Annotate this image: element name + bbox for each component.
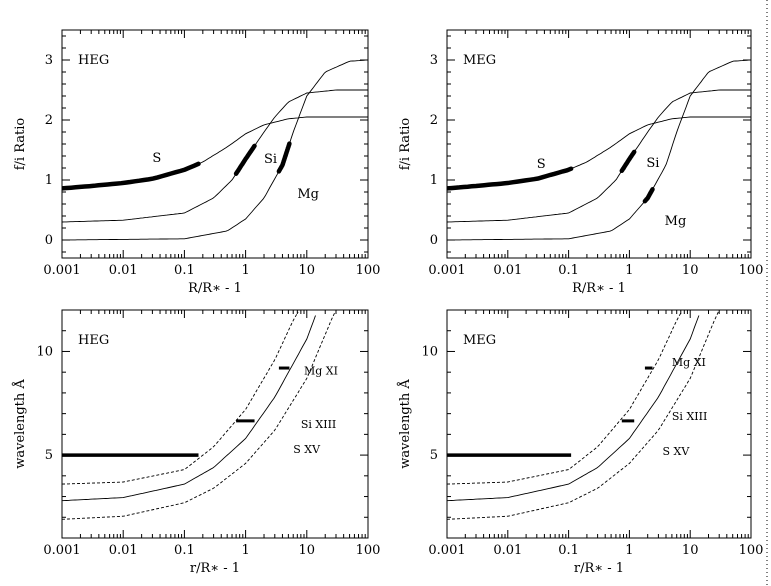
x-tick-label: 10: [682, 263, 699, 278]
curve-mg: [62, 59, 368, 241]
observed-segment-si: [619, 149, 637, 174]
plot-frame: [446, 309, 752, 539]
series-label-s: S: [537, 157, 546, 172]
x-tick-label: 100: [356, 543, 381, 558]
series-label-si-xiii: Si XIII: [301, 418, 336, 431]
observed-segment-s: [62, 161, 201, 191]
series-label-s-xv: S XV: [662, 445, 690, 458]
plot-curves: [447, 311, 719, 520]
plot-frame: [61, 309, 369, 539]
x-tick-label: 0.01: [109, 543, 138, 558]
plot-curves: [62, 311, 336, 520]
panel-label: MEG: [463, 53, 496, 68]
curve-si: [62, 89, 368, 223]
series-label-mg-xi: Mg XI: [304, 364, 338, 377]
observed-segment-mg: [642, 187, 655, 204]
x-tick-label: 10: [299, 543, 316, 558]
x-tick-label: 1: [625, 263, 633, 278]
x-tick-label: 100: [356, 263, 381, 278]
x-tick-label: 100: [739, 543, 764, 558]
x-tick-label: 10: [299, 263, 316, 278]
x-axis-title: r/R∗ - 1: [574, 561, 624, 576]
x-tick-label: 0.01: [493, 263, 522, 278]
x-tick-label: 0.001: [43, 263, 80, 278]
y-tick-label: 10: [36, 344, 53, 359]
x-tick-label: 0.001: [43, 543, 80, 558]
y-tick-label: 3: [45, 53, 53, 68]
x-tick-label: 10: [682, 543, 699, 558]
plot-curves: [447, 59, 751, 241]
series-label-si-xiii: Si XIII: [672, 410, 707, 423]
curve-s-xv: [447, 311, 719, 520]
observed-segment-s: [447, 166, 574, 191]
x-axis-title: R/R∗ - 1: [572, 281, 626, 296]
series-label-si: Si: [646, 156, 659, 171]
y-tick-label: 2: [45, 113, 53, 128]
x-tick-label: 0.1: [174, 543, 195, 558]
panel-meg-ratio: 0.001 0.01 0.1 1 10 100 0 1 2 3 R/R∗ - 1 f/i Ratio M…: [398, 29, 764, 296]
observed-segment-mg: [276, 141, 292, 174]
series-label-s-xv: S XV: [293, 443, 321, 456]
y-tick-label: 1: [45, 173, 53, 188]
panel-heg-wavelength: 0.001 0.01 0.1 1 10 100 5 10 r/R∗ - 1 wavelength …: [12, 309, 381, 576]
y-axis-title: wavelength Å: [12, 379, 28, 469]
curve-mg-xi: [62, 311, 299, 485]
panel-label: HEG: [78, 333, 109, 348]
series-label-mg: Mg: [665, 214, 687, 229]
x-tick-label: 0.01: [493, 543, 522, 558]
y-axis-title: f/i Ratio: [398, 118, 413, 171]
y-axis-title: wavelength Å: [397, 379, 413, 469]
x-tick-label: 0.1: [558, 263, 579, 278]
x-axis-title: R/R∗ - 1: [188, 281, 242, 296]
y-tick-label: 5: [430, 448, 438, 463]
plot-curves: [62, 59, 368, 241]
series-label-s: S: [152, 151, 161, 166]
y-tick-label: 10: [421, 344, 438, 359]
panel-label: HEG: [78, 53, 109, 68]
y-tick-label: 5: [45, 448, 53, 463]
series-label-mg-xi: Mg XI: [672, 356, 706, 369]
x-axis-title: r/R∗ - 1: [190, 561, 240, 576]
curve-si: [447, 89, 751, 223]
series-label-mg: Mg: [297, 187, 319, 202]
y-tick-label: 0: [430, 233, 438, 248]
observed-segment-si: [233, 143, 257, 176]
curve-s: [447, 116, 751, 189]
y-tick-label: 1: [430, 173, 438, 188]
x-tick-label: 1: [625, 543, 633, 558]
x-tick-label: 0.001: [428, 263, 465, 278]
y-tick-label: 0: [45, 233, 53, 248]
y-tick-label: 2: [430, 113, 438, 128]
curve-si-xiii: [447, 315, 700, 502]
x-tick-label: 100: [739, 263, 764, 278]
x-tick-label: 1: [241, 263, 249, 278]
x-tick-label: 0.1: [174, 263, 195, 278]
panel-label: MEG: [463, 333, 496, 348]
curve-si-xiii: [62, 315, 316, 502]
x-tick-label: 1: [241, 543, 249, 558]
x-tick-label: 0.001: [428, 543, 465, 558]
panel-meg-wavelength: 0.001 0.01 0.1 1 10 100 5 10 r/R∗ - 1 wavelength …: [397, 309, 764, 576]
series-label-si: Si: [264, 152, 277, 167]
curve-s: [62, 116, 368, 189]
panel-heg-ratio: 0.001 0.01 0.1 1 10 100 0 1 2 3 R/R∗ - 1 f/i Ratio H…: [13, 29, 381, 296]
curve-s-xv: [62, 311, 336, 520]
curve-mg: [447, 59, 751, 241]
x-tick-label: 0.1: [558, 543, 579, 558]
x-tick-label: 0.01: [109, 263, 138, 278]
y-tick-label: 3: [430, 53, 438, 68]
y-axis-title: f/i Ratio: [13, 118, 28, 171]
